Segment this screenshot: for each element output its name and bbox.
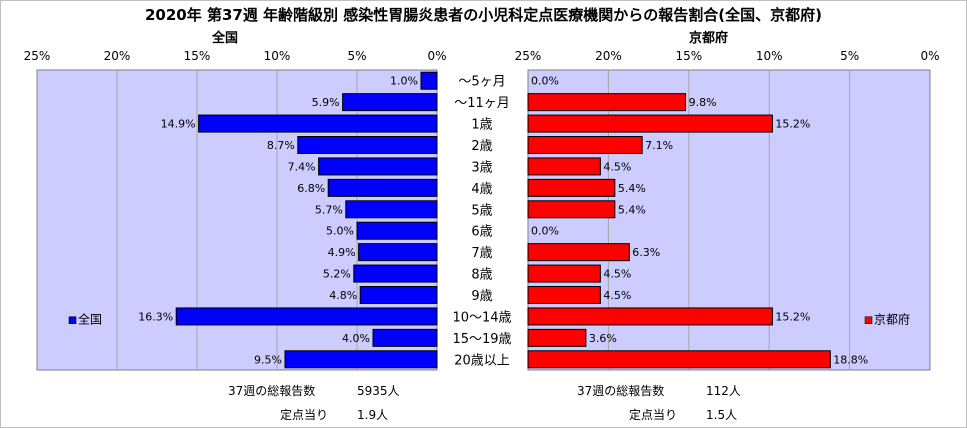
national-x-tick-label: 25% — [24, 49, 51, 63]
national-total-value: 5935人 — [357, 384, 400, 398]
national-data-label: 8.7% — [267, 139, 295, 152]
category-label: 10～14歳 — [452, 310, 511, 325]
national-data-label: 5.9% — [312, 96, 340, 109]
national-panel-title: 全国 — [212, 31, 239, 46]
kyoto-data-label: 6.3% — [632, 246, 660, 259]
kyoto-bar — [527, 286, 601, 304]
national-x-tick-label: 0% — [427, 49, 446, 63]
national-data-label: 16.3% — [138, 310, 173, 323]
national-bar — [372, 328, 438, 347]
kyoto-total-value: 112人 — [706, 384, 741, 398]
national-data-label: 1.0% — [390, 75, 418, 88]
category-label: 2歳 — [471, 139, 492, 154]
national-x-tick-label: 10% — [264, 49, 291, 63]
kyoto-bar — [527, 243, 630, 262]
category-label: ～5ヶ月 — [458, 75, 505, 90]
kyoto-per-value: 1.5人 — [706, 408, 738, 422]
national-data-label: 9.5% — [254, 353, 282, 366]
category-label: 20歳以上 — [454, 353, 510, 368]
kyoto-data-label: 3.6% — [589, 332, 617, 345]
category-label: 3歳 — [471, 160, 492, 175]
national-bar — [284, 350, 438, 369]
national-bar — [342, 93, 438, 112]
kyoto-bar — [527, 200, 616, 219]
national-data-label: 5.7% — [315, 203, 343, 216]
kyoto-legend-swatch — [864, 316, 873, 324]
category-label: 6歳 — [471, 225, 492, 240]
kyoto-data-label: 5.4% — [618, 182, 646, 195]
kyoto-bar — [527, 114, 773, 133]
kyoto-bar — [527, 328, 587, 347]
national-data-label: 4.8% — [329, 289, 357, 302]
national-bar — [297, 136, 438, 154]
kyoto-data-label: 4.5% — [603, 160, 631, 173]
national-bar — [345, 200, 438, 219]
kyoto-data-label: 18.8% — [833, 353, 868, 366]
national-data-label: 14.9% — [161, 118, 196, 131]
kyoto-data-label: 9.8% — [689, 96, 717, 109]
national-bar — [175, 307, 438, 326]
kyoto-total-label: 37週の総報告数 — [577, 384, 665, 398]
kyoto-bar — [527, 178, 616, 197]
national-bar — [358, 243, 438, 262]
national-total-label: 37週の総報告数 — [228, 384, 316, 398]
national-bar — [420, 71, 438, 90]
national-data-label: 7.4% — [288, 160, 316, 173]
kyoto-bar — [527, 264, 601, 283]
national-bar — [318, 157, 438, 176]
kyoto-bar — [527, 157, 601, 176]
kyoto-data-label: 4.5% — [603, 268, 631, 281]
national-x-tick-label: 20% — [104, 49, 131, 63]
kyoto-bar — [527, 307, 773, 326]
kyoto-per-label: 定点当り — [629, 408, 678, 422]
kyoto-bar — [527, 350, 831, 369]
category-label: 1歳 — [471, 118, 492, 133]
kyoto-data-label: 15.2% — [775, 310, 810, 323]
category-label: 4歳 — [471, 182, 492, 197]
kyoto-x-tick-label: 5% — [840, 49, 859, 63]
category-label: 15～19歳 — [452, 332, 511, 347]
kyoto-data-label: 4.5% — [603, 289, 631, 302]
category-label: ～11ヶ月 — [454, 96, 510, 111]
national-bar — [353, 264, 438, 283]
kyoto-x-tick-label: 25% — [515, 49, 542, 63]
kyoto-x-tick-label: 0% — [920, 49, 939, 63]
national-bar — [356, 221, 438, 240]
national-per-label: 定点当り — [280, 408, 329, 422]
national-data-label: 4.9% — [328, 246, 356, 259]
kyoto-data-label: 15.2% — [775, 118, 810, 131]
national-x-tick-label: 15% — [184, 49, 211, 63]
category-label: 8歳 — [471, 268, 492, 283]
national-data-label: 6.8% — [297, 182, 325, 195]
national-bar — [359, 286, 438, 304]
national-data-label: 5.2% — [323, 268, 351, 281]
kyoto-data-label: 5.4% — [618, 203, 646, 216]
national-legend-swatch — [68, 316, 77, 324]
kyoto-legend-label: 京都府 — [874, 312, 910, 327]
national-legend-label: 全国 — [78, 312, 102, 327]
category-label: 7歳 — [471, 246, 492, 261]
category-label: 9歳 — [471, 289, 492, 304]
kyoto-bar — [527, 93, 687, 112]
kyoto-x-tick-label: 20% — [595, 49, 622, 63]
national-bar — [198, 114, 438, 133]
kyoto-data-label: 7.1% — [645, 139, 673, 152]
kyoto-x-tick-label: 10% — [756, 49, 783, 63]
kyoto-panel-title: 京都府 — [689, 31, 729, 46]
national-data-label: 5.0% — [326, 225, 354, 238]
national-x-tick-label: 5% — [347, 49, 366, 63]
chart-title: 2020年 第37週 年齢階級別 感染性胃腸炎患者の小児科定点医療機関からの報告… — [144, 6, 822, 24]
kyoto-x-tick-label: 15% — [675, 49, 702, 63]
national-bar — [327, 178, 438, 197]
kyoto-bar — [527, 136, 643, 154]
kyoto-data-label: 0.0% — [531, 225, 559, 238]
national-per-value: 1.9人 — [357, 408, 389, 422]
national-data-label: 4.0% — [342, 332, 370, 345]
kyoto-data-label: 0.0% — [531, 75, 559, 88]
category-label: 5歳 — [471, 203, 492, 218]
